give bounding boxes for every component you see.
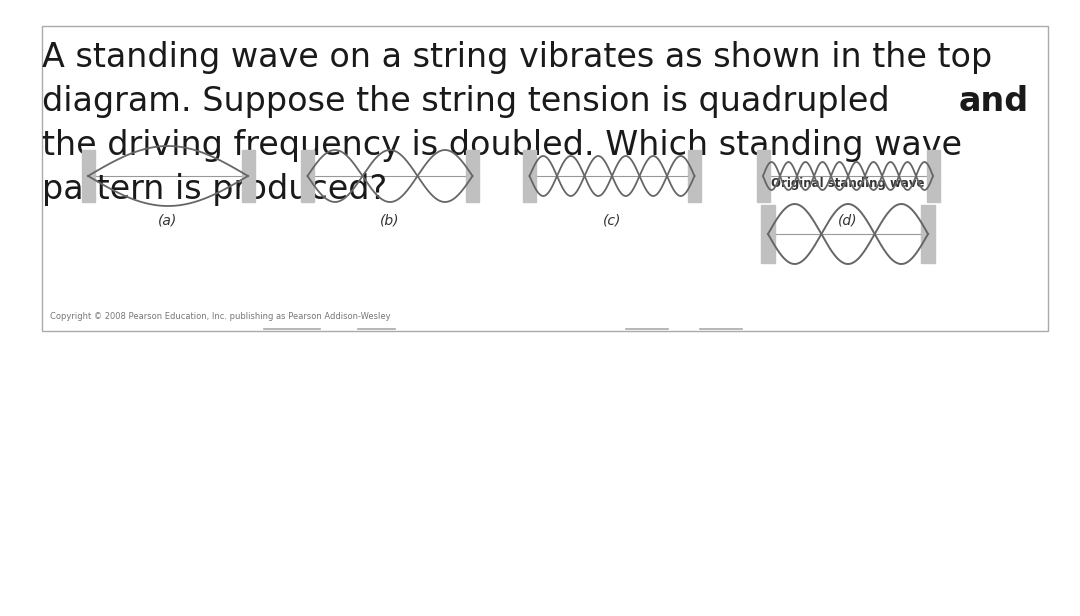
Bar (301, 150, 314, 202)
Text: Copyright © 2008 Pearson Education, Inc. publishing as Pearson Addison-Wesley: Copyright © 2008 Pearson Education, Inc.… (50, 312, 391, 321)
Bar (523, 150, 536, 202)
Text: the driving frequency is doubled. Which standing wave: the driving frequency is doubled. Which … (42, 129, 962, 162)
Text: Original standing wave: Original standing wave (771, 177, 924, 190)
Bar (761, 205, 775, 263)
Text: pattern is produced?: pattern is produced? (42, 173, 388, 206)
Bar (688, 150, 701, 202)
Bar (42, 26, 1048, 331)
Bar (927, 150, 940, 202)
Text: and: and (959, 85, 1029, 118)
Bar (756, 150, 769, 202)
Text: (c): (c) (603, 214, 621, 228)
Text: A standing wave on a string vibrates as shown in the top: A standing wave on a string vibrates as … (42, 41, 993, 74)
Bar (465, 150, 480, 202)
Text: (b): (b) (380, 214, 400, 228)
Text: (d): (d) (838, 214, 858, 228)
Text: diagram. Suppose the string tension is quadrupled: diagram. Suppose the string tension is q… (42, 85, 901, 118)
Bar (81, 150, 95, 202)
Bar (242, 150, 255, 202)
Bar (921, 205, 935, 263)
Text: (a): (a) (159, 214, 177, 228)
